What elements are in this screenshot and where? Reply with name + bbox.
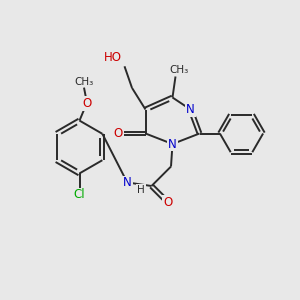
Text: O: O: [113, 127, 122, 140]
Text: N: N: [168, 137, 177, 151]
Text: CH₃: CH₃: [169, 65, 189, 75]
Text: H: H: [137, 184, 145, 195]
Text: O: O: [82, 97, 91, 110]
Text: HO: HO: [104, 51, 122, 64]
Text: O: O: [164, 196, 172, 209]
Text: Cl: Cl: [74, 188, 85, 202]
Text: N: N: [123, 176, 132, 190]
Text: N: N: [186, 103, 195, 116]
Text: CH₃: CH₃: [74, 76, 94, 87]
